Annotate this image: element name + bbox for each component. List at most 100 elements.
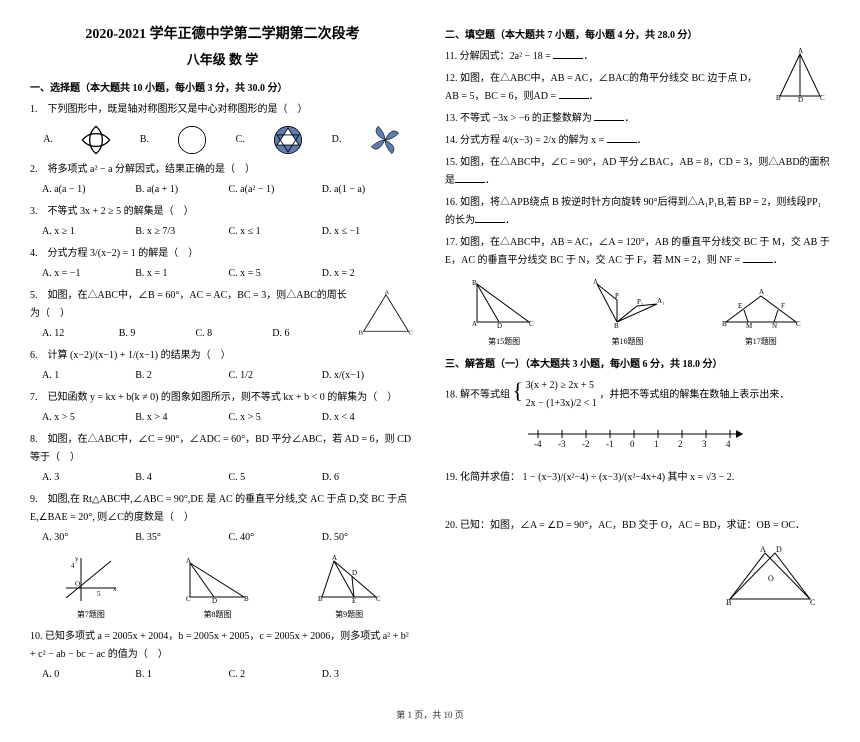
question-16: 16. 如图，将△APB绕点 B 按逆时针方向旋转 90°后得到△A₁P₁B,若… xyxy=(445,194,830,230)
svg-text:P₁: P₁ xyxy=(637,298,643,306)
q1-label-b: B. xyxy=(140,131,149,149)
question-20: 20. 已知：如图，∠A = ∠D = 90°，AC，BD 交于 O，AC = … xyxy=(445,517,830,614)
q7-text: 7. 已知函数 y = kx + b(k ≠ 0) 的图象如图所示，则不等式 k… xyxy=(30,392,397,403)
svg-text:A: A xyxy=(186,557,191,565)
q17-figure: B C A E M F N xyxy=(716,276,806,330)
svg-text:A: A xyxy=(760,545,766,554)
svg-text:O: O xyxy=(75,580,80,588)
svg-text:C: C xyxy=(376,595,381,603)
q19-text: 19. 化简并求值： xyxy=(445,472,520,483)
q19-expr: 1 − (x−3)/(x²−4) ÷ (x−3)/(x²−4x+4) xyxy=(523,472,666,483)
q13-blank xyxy=(594,110,624,121)
q6-opt-b: B. 2 xyxy=(135,367,228,385)
q9-opt-b: B. 35° xyxy=(135,529,228,547)
svg-text:C: C xyxy=(810,598,815,607)
svg-text:A: A xyxy=(759,288,764,296)
question-8: 8. 如图，在△ABC中，∠C = 90°，∠ADC = 60°，BD 平分∠A… xyxy=(30,431,415,487)
q20-text: 20. 已知：如图，∠A = ∠D = 90°，AC，BD 交于 O，AC = … xyxy=(445,520,805,531)
q1-shape-a xyxy=(79,123,113,157)
q4-opt-a: A. x = −1 xyxy=(42,265,135,283)
left-column: 2020-2021 学年正德中学第二学期第二次段考 八年级 数 学 一、选择题（… xyxy=(30,20,415,688)
q18-sys2: 2x − (1+3x)/2 < 1 xyxy=(526,395,597,413)
question-14: 14. 分式方程 4/(x−3) = 2/x 的解为 x = ． xyxy=(445,132,830,150)
svg-text:C: C xyxy=(186,595,191,603)
svg-text:0: 0 xyxy=(630,439,635,449)
q1-label-c: C. xyxy=(236,131,245,149)
question-13: 13. 不等式 −3x > −6 的正整数解为 ． xyxy=(445,110,830,128)
svg-text:B: B xyxy=(359,330,364,337)
svg-text:D: D xyxy=(352,569,357,577)
q5-opt-b: B. 9 xyxy=(119,325,196,343)
q1-label-d: D. xyxy=(332,131,342,149)
question-17: 17. 如图，在△ABC中，AB = AC，∠A = 120°，AB 的垂直平分… xyxy=(445,234,830,270)
q3-text: 3. 不等式 3x + 2 ≥ 5 的解集是（ ） xyxy=(30,206,194,217)
fig16-cap: 第16题图 xyxy=(587,336,667,349)
q7-opt-d: D. x < 4 xyxy=(322,409,415,427)
q6-opt-c: C. 1/2 xyxy=(229,367,322,385)
q7-opt-a: A. x > 5 xyxy=(42,409,135,427)
svg-text:B: B xyxy=(722,320,727,328)
q10-opt-c: C. 2 xyxy=(229,666,322,684)
svg-text:B: B xyxy=(472,279,477,287)
q9-opt-c: C. 40° xyxy=(229,529,322,547)
svg-text:E: E xyxy=(738,302,742,310)
q2-opt-c: C. a(a² − 1) xyxy=(229,181,322,199)
question-3: 3. 不等式 3x + 2 ≥ 5 的解集是（ ） A. x ≥ 1 B. x … xyxy=(30,203,415,241)
q14-blank xyxy=(607,132,637,143)
svg-text:A: A xyxy=(798,48,803,55)
question-4: 4. 分式方程 3/(x−2) = 1 的解是（ ） A. x = −1 B. … xyxy=(30,245,415,283)
q6-text: 6. 计算 (x−2)/(x−1) + 1/(x−1) 的结果为（ ） xyxy=(30,350,231,361)
fig8-cap: 第8题图 xyxy=(182,609,252,622)
svg-text:y: y xyxy=(75,555,79,563)
q11-text: 11. 分解因式：2a² − 18 = xyxy=(445,51,553,62)
svg-text:B: B xyxy=(726,598,731,607)
q8-figure: A B C D xyxy=(182,553,252,603)
q2-opt-a: A. a(a − 1) xyxy=(42,181,135,199)
svg-text:A: A xyxy=(332,554,337,562)
q16-figure: A P A₁ P₁ B xyxy=(587,276,667,330)
q6-opt-d: D. x/(x−1) xyxy=(322,367,415,385)
svg-text:F: F xyxy=(781,302,785,310)
svg-text:A: A xyxy=(472,320,477,328)
q3-opt-b: B. x ≥ 7/3 xyxy=(135,223,228,241)
q7-opt-b: B. x > 4 xyxy=(135,409,228,427)
q18-after: ，并把不等式组的解集在数轴上表示出来． xyxy=(599,389,789,400)
q4-opt-c: C. x = 5 xyxy=(229,265,322,283)
q9-text: 9. 如图,在 Rt△ABC中,∠ABC = 90°,DE 是 AC 的垂直平分… xyxy=(30,494,407,523)
svg-text:C: C xyxy=(408,330,413,337)
q15-text: 15. 如图，在△ABC中，∠C = 90°，AD 平分∠BAC，AB = 8，… xyxy=(445,157,830,186)
q1-text: 1. 下列图形中，既是轴对称图形又是中心对称图形的是（ ） xyxy=(30,104,308,115)
q3-opt-c: C. x ≤ 1 xyxy=(229,223,322,241)
svg-text:B: B xyxy=(614,322,619,330)
q2-text: 2. 将多项式 a² − a 分解因式，结果正确的是（ ） xyxy=(30,164,255,175)
section-3-head: 三、解答题（一）（本大题共 3 小题，每小题 6 分，共 18.0 分） xyxy=(445,357,830,373)
q1-label-a: A. xyxy=(43,131,53,149)
section-2-head: 二、填空题（本大题共 7 小题，每小题 4 分，共 28.0 分） xyxy=(445,28,830,44)
svg-text:A₁: A₁ xyxy=(657,297,665,305)
q8-opt-b: B. 4 xyxy=(135,469,228,487)
q1-shape-b xyxy=(175,123,209,157)
svg-text:B: B xyxy=(318,595,323,603)
svg-text:-3: -3 xyxy=(558,439,566,449)
q2-opt-b: B. a(a + 1) xyxy=(135,181,228,199)
fig7-cap: 第7题图 xyxy=(61,609,121,622)
q3-opt-d: D. x ≤ −1 xyxy=(322,223,415,241)
svg-text:P: P xyxy=(615,292,619,300)
q16-blank xyxy=(475,212,505,223)
exam-title: 2020-2021 学年正德中学第二学期第二次段考 xyxy=(30,24,415,46)
question-15: 15. 如图，在△ABC中，∠C = 90°，AD 平分∠BAC，AB = 8，… xyxy=(445,154,830,190)
question-2: 2. 将多项式 a² − a 分解因式，结果正确的是（ ） A. a(a − 1… xyxy=(30,161,415,199)
question-7: 7. 已知函数 y = kx + b(k ≠ 0) 的图象如图所示，则不等式 k… xyxy=(30,389,415,427)
exam-subtitle: 八年级 数 学 xyxy=(30,50,415,71)
question-19: 19. 化简并求值： 1 − (x−3)/(x²−4) ÷ (x−3)/(x²−… xyxy=(445,469,830,487)
svg-text:C: C xyxy=(820,94,825,102)
q13-text: 13. 不等式 −3x > −6 的正整数解为 xyxy=(445,113,594,124)
svg-text:E: E xyxy=(352,597,356,603)
svg-text:N: N xyxy=(772,322,777,330)
q8-text: 8. 如图，在△ABC中，∠C = 90°，∠ADC = 60°，BD 平分∠A… xyxy=(30,434,411,463)
q10-text: 10. 已知多项式 a = 2005x + 2004，b = 2005x + 2… xyxy=(30,631,409,660)
svg-text:-1: -1 xyxy=(606,439,614,449)
svg-text:5: 5 xyxy=(97,590,101,598)
svg-text:D: D xyxy=(776,545,782,554)
q6-opt-a: A. 1 xyxy=(42,367,135,385)
